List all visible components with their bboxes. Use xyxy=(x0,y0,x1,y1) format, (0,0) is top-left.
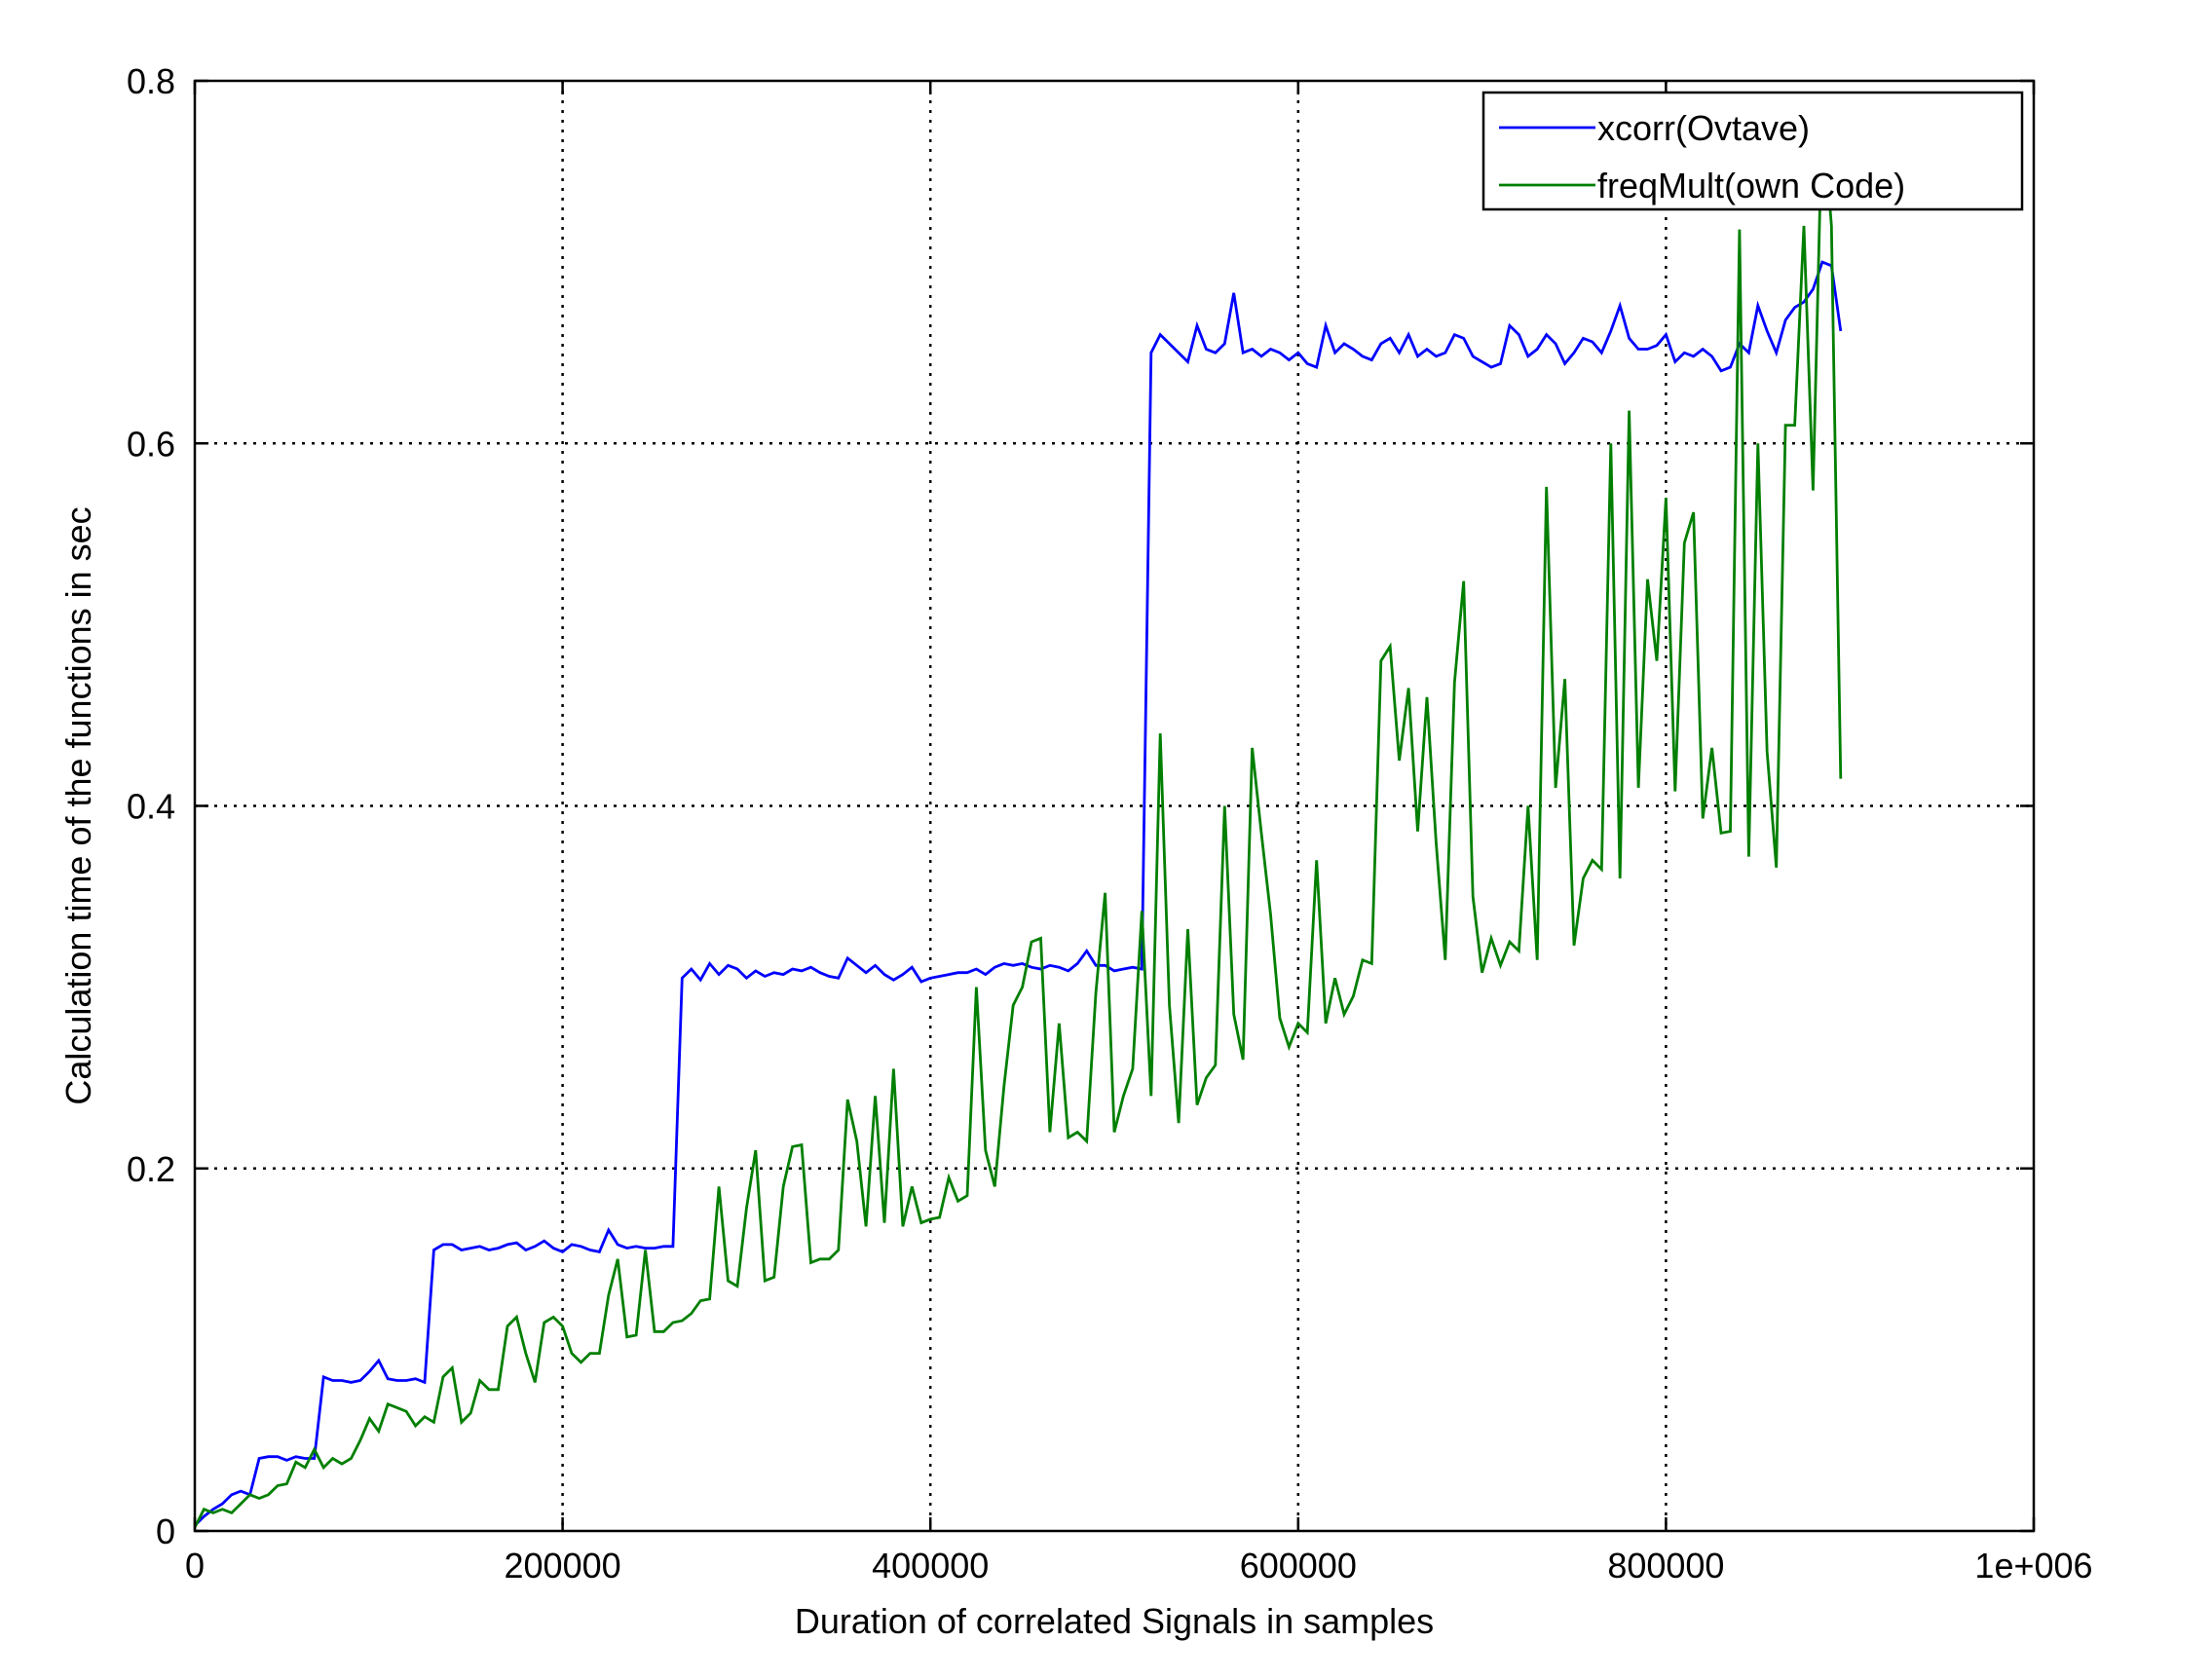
x-tick-label: 600000 xyxy=(1240,1546,1357,1586)
series-lines xyxy=(193,107,1843,1528)
y-axis-label: Calculation time of the functions in sec xyxy=(58,506,98,1104)
x-tick-label: 800000 xyxy=(1607,1546,1724,1586)
legend: xcorr(Ovtave) freqMult(own Code) xyxy=(1481,91,2024,211)
y-tick-label: 0.6 xyxy=(127,424,175,464)
x-tick-labels: 0 200000 400000 600000 800000 1e+006 xyxy=(185,1546,2093,1586)
y-tick-label: 0.4 xyxy=(127,787,175,827)
legend-box xyxy=(1481,91,2024,211)
grid-lines xyxy=(195,81,2034,1531)
series-line-2 xyxy=(193,107,1843,1528)
axis-ticks xyxy=(193,79,2036,1533)
y-tick-label: 0.2 xyxy=(127,1149,175,1189)
x-tick-label: 200000 xyxy=(505,1546,621,1586)
legend-label-2: freqMult(own Code) xyxy=(1597,166,1905,205)
x-tick-label: 0 xyxy=(185,1546,205,1586)
series-line-1 xyxy=(194,260,1843,1527)
y-tick-labels: 0 0.2 0.4 0.6 0.8 xyxy=(127,61,175,1551)
legend-label-1: xcorr(Ovtave) xyxy=(1597,108,1810,148)
x-axis-label: Duration of correlated Signals in sample… xyxy=(795,1601,1434,1641)
y-tick-label: 0 xyxy=(156,1511,175,1551)
x-tick-label: 1e+006 xyxy=(1974,1546,2092,1586)
y-tick-label: 0.8 xyxy=(127,61,175,101)
x-tick-label: 400000 xyxy=(872,1546,989,1586)
